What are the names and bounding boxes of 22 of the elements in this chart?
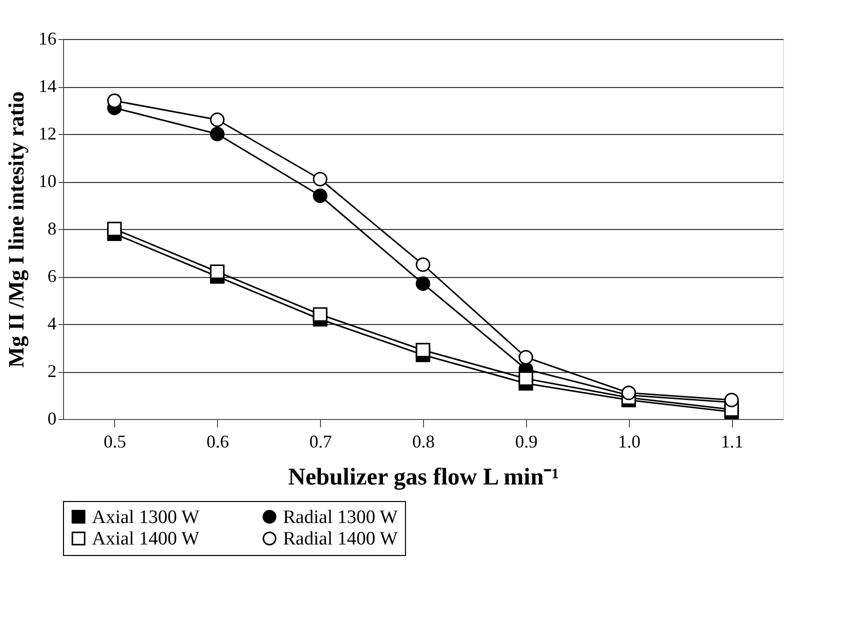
x-tick-label: 0.9 (515, 432, 538, 452)
y-tick-label: 0 (48, 408, 56, 428)
legend-label: Axial 1300 W (92, 506, 200, 528)
x-axis-title: Nebulizer gas flow L min⁻¹ (288, 464, 559, 490)
x-tick-label: 1.0 (618, 432, 640, 452)
legend-label: Axial 1400 W (92, 528, 200, 550)
x-tick-label: 1.1 (720, 432, 744, 452)
y-tick-label: 16 (38, 28, 56, 48)
legend-label: Radial 1300 W (283, 506, 398, 528)
y-tick-label: 4 (48, 314, 56, 334)
y-tick-label: 2 (48, 361, 56, 381)
x-tick-label: 0.8 (412, 432, 435, 452)
y-tick-label: 10 (38, 171, 56, 191)
y-tick-label: 12 (38, 124, 56, 144)
y-tick-label: 6 (48, 266, 56, 286)
y-tick-label: 8 (48, 218, 56, 238)
y-tick-label: 14 (38, 76, 56, 96)
legend-label: Radial 1400 W (283, 528, 398, 550)
x-tick-label: 0.6 (206, 432, 230, 452)
x-tick-label: 0.5 (104, 432, 126, 452)
y-axis-title: Mg II /Mg I line intesity ratio (4, 91, 28, 368)
x-tick-label: 0.7 (309, 432, 332, 452)
